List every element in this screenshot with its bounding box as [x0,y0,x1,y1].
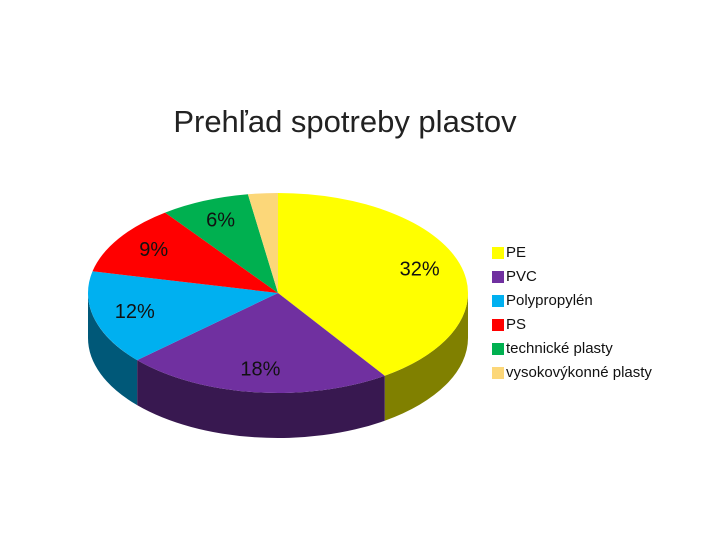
legend-label: PS [506,316,526,333]
legend-label: PE [506,244,526,261]
pie-slice [137,293,385,393]
pie-side [137,360,385,438]
pie-slice [278,193,468,376]
legend-swatch [492,343,504,355]
data-label: 9% [139,239,168,261]
legend-label: Polypropylén [506,292,593,309]
legend-label: vysokovýkonné plasty [506,364,652,381]
pie-slice [88,271,279,361]
pie-slice [247,193,278,293]
pie-slice [165,194,278,293]
data-label: 32% [400,258,440,280]
pie-side [88,293,138,406]
chart-title: Prehľad spotreby plastov [173,104,517,139]
legend-swatch [492,319,504,331]
legend-swatch [492,247,504,259]
data-label: 12% [115,301,155,323]
data-label: 6% [206,209,235,231]
legend-swatch [492,367,504,379]
legend-label: PVC [506,268,537,285]
data-label: 18% [240,359,280,381]
legend-label: technické plasty [506,340,613,357]
legend-swatch [492,271,504,283]
legend-swatch [492,295,504,307]
pie-side [384,293,468,421]
pie-slice [92,212,279,293]
